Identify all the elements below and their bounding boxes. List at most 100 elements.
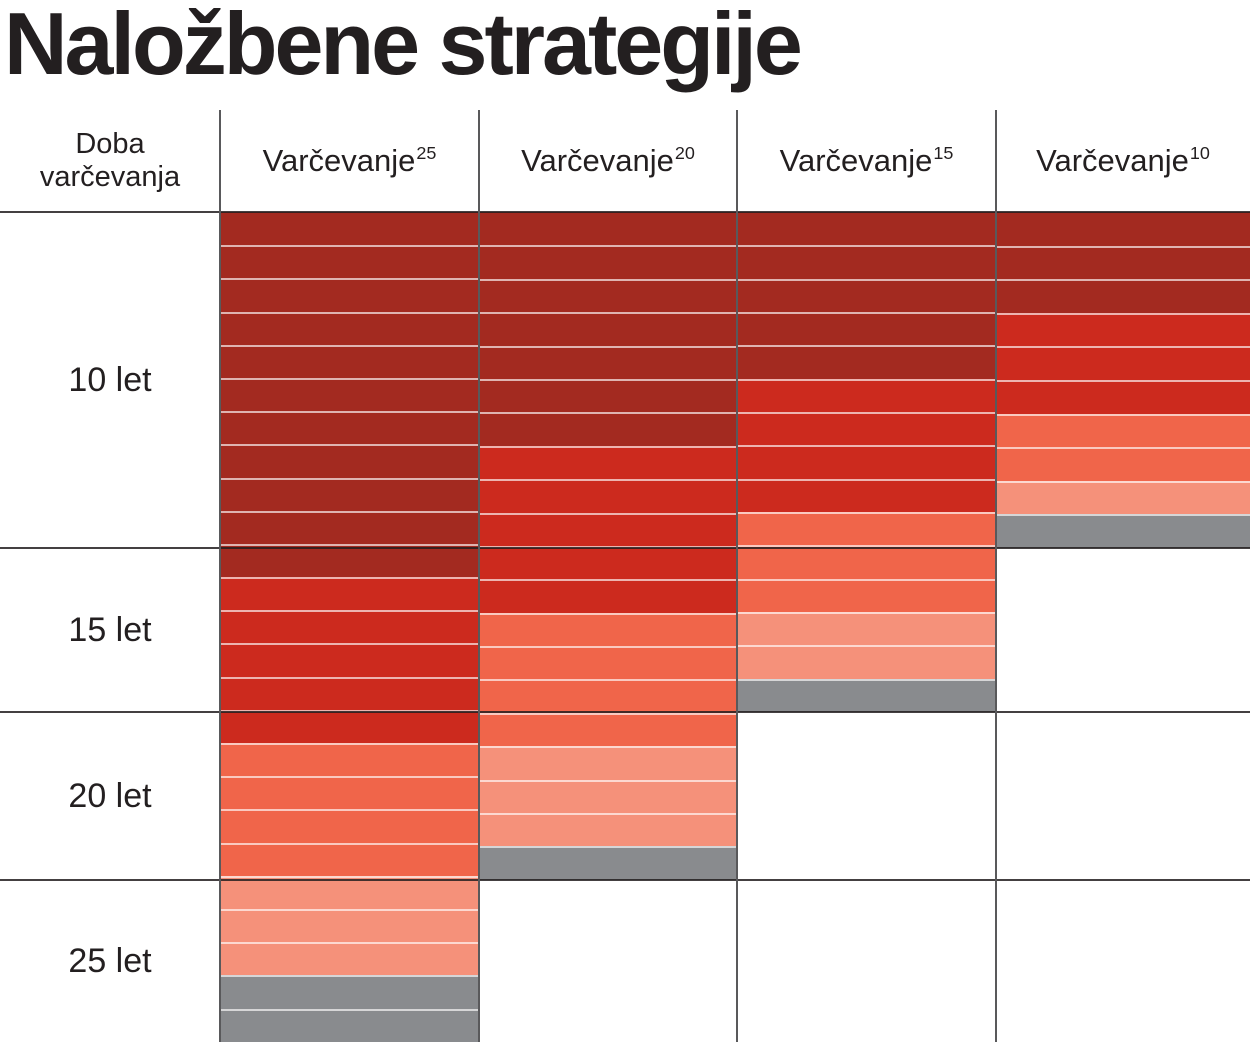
row-group-boundary-line xyxy=(0,711,1250,713)
glide-path-column-10 xyxy=(997,212,1250,548)
glide-path-column-25 xyxy=(221,212,479,1042)
strategy-bar-salmon xyxy=(738,645,996,679)
strategy-bar-salmon xyxy=(221,908,479,943)
corner-header-line2: varčevanja xyxy=(39,161,181,193)
column-divider-line xyxy=(478,110,480,1042)
strategy-bar-salmon xyxy=(738,611,996,646)
strategy-bar-gray xyxy=(480,846,737,880)
column-header-varcevanje-15: Varčevanje15 xyxy=(737,110,996,212)
strategy-bar-tomato xyxy=(480,679,737,713)
strategy-bar-bright-red xyxy=(221,643,479,677)
strategy-bar-dark-red xyxy=(480,378,737,413)
strategy-bar-dark-red xyxy=(480,212,737,246)
strategy-bar-bright-red xyxy=(480,545,737,580)
row-group-boundary-line xyxy=(0,211,1250,213)
strategy-bar-dark-red xyxy=(221,245,479,279)
strategy-bar-dark-red xyxy=(480,345,737,379)
strategy-bar-dark-red xyxy=(221,510,479,544)
strategy-bar-tomato xyxy=(480,646,737,680)
strategy-bar-tomato xyxy=(221,842,479,876)
strategy-bar-tomato xyxy=(997,413,1250,448)
strategy-bar-salmon xyxy=(480,746,737,780)
strategy-bar-dark-red xyxy=(221,444,479,478)
column-header-superscript: 25 xyxy=(416,142,437,163)
strategy-bar-bright-red xyxy=(738,378,996,412)
strategy-bar-dark-red xyxy=(738,278,996,312)
strategy-bar-bright-red xyxy=(480,579,737,613)
row-label-10-let: 10 let xyxy=(68,360,152,399)
page-title: Naložbene strategije xyxy=(4,0,803,93)
column-divider-line xyxy=(219,110,221,1042)
column-header-varcevanje-10: Varčevanje10 xyxy=(996,110,1250,212)
column-divider-line xyxy=(995,110,997,1042)
strategy-bar-tomato xyxy=(738,545,996,579)
column-header-label: Varčevanje20 xyxy=(521,142,695,178)
strategy-bar-dark-red xyxy=(738,212,996,246)
row-label-25-let: 25 let xyxy=(68,941,152,980)
strategy-bar-salmon xyxy=(221,942,479,976)
strategy-bar-dark-red xyxy=(221,377,479,412)
column-header-superscript: 20 xyxy=(674,142,695,163)
strategy-bar-bright-red xyxy=(221,610,479,644)
column-header-superscript: 15 xyxy=(933,142,954,163)
strategy-bar-salmon xyxy=(997,480,1250,515)
strategy-bar-tomato xyxy=(221,776,479,810)
strategy-bar-gray xyxy=(997,514,1250,548)
column-header-varcevanje-25: Varčevanje25 xyxy=(220,110,479,212)
strategy-bar-bright-red xyxy=(480,445,737,480)
strategy-bar-dark-red xyxy=(738,345,996,379)
column-header-varcevanje-20: Varčevanje20 xyxy=(479,110,737,212)
strategy-bar-dark-red xyxy=(480,278,737,313)
glide-path-column-15 xyxy=(738,212,996,712)
strategy-bar-bright-red xyxy=(997,312,1250,347)
strategy-bar-dark-red xyxy=(480,312,737,346)
strategy-bar-dark-red xyxy=(221,411,479,445)
strategy-bar-bright-red xyxy=(997,346,1250,380)
strategy-bar-bright-red xyxy=(480,479,737,513)
column-header-label: Varčevanje15 xyxy=(779,142,954,178)
strategy-bar-dark-red xyxy=(480,412,737,446)
row-group-boundary-line xyxy=(0,879,1250,881)
column-header-superscript: 10 xyxy=(1189,142,1210,163)
strategy-bar-dark-red xyxy=(221,278,479,312)
row-group-boundary-line xyxy=(0,547,1250,549)
strategy-bar-bright-red xyxy=(221,709,479,743)
strategy-bar-bright-red xyxy=(738,411,996,446)
strategy-bar-bright-red xyxy=(221,577,479,611)
strategy-bar-gray xyxy=(738,678,996,712)
strategy-bar-dark-red xyxy=(480,245,737,279)
strategy-bar-tomato xyxy=(221,809,479,843)
strategy-bar-bright-red xyxy=(480,512,737,546)
strategy-bar-bright-red xyxy=(997,379,1250,414)
corner-header-line1: Doba xyxy=(75,127,145,160)
column-header-label: Varčevanje25 xyxy=(262,142,437,178)
strategy-bar-dark-red xyxy=(997,245,1250,280)
strategy-bar-dark-red xyxy=(221,344,479,378)
strategy-bar-bright-red xyxy=(738,445,996,479)
strategy-bar-salmon xyxy=(221,875,479,909)
strategy-bar-dark-red xyxy=(221,543,479,578)
row-label-20-let: 20 let xyxy=(68,776,152,815)
strategy-bar-tomato xyxy=(480,712,737,747)
row-label-15-let: 15 let xyxy=(68,610,152,649)
strategy-bar-gray xyxy=(221,1008,479,1042)
strategy-bar-gray xyxy=(221,975,479,1009)
strategy-bar-salmon xyxy=(480,779,737,814)
strategy-bar-tomato xyxy=(480,612,737,647)
strategy-bar-salmon xyxy=(480,813,737,847)
strategy-bar-dark-red xyxy=(738,311,996,346)
column-divider-line xyxy=(736,110,738,1042)
strategy-bar-dark-red xyxy=(221,212,479,246)
strategy-bar-tomato xyxy=(738,578,996,612)
strategy-bar-dark-red xyxy=(738,245,996,279)
strategy-bar-bright-red xyxy=(221,676,479,710)
strategy-bar-dark-red xyxy=(221,477,479,511)
strategy-bar-dark-red xyxy=(221,311,479,345)
column-header-label: Varčevanje10 xyxy=(1036,142,1210,178)
strategy-bar-tomato xyxy=(738,511,996,546)
strategy-bar-dark-red xyxy=(997,279,1250,313)
strategy-bar-dark-red xyxy=(997,212,1250,246)
glide-path-column-20 xyxy=(480,212,737,880)
strategy-bar-tomato xyxy=(997,447,1250,481)
